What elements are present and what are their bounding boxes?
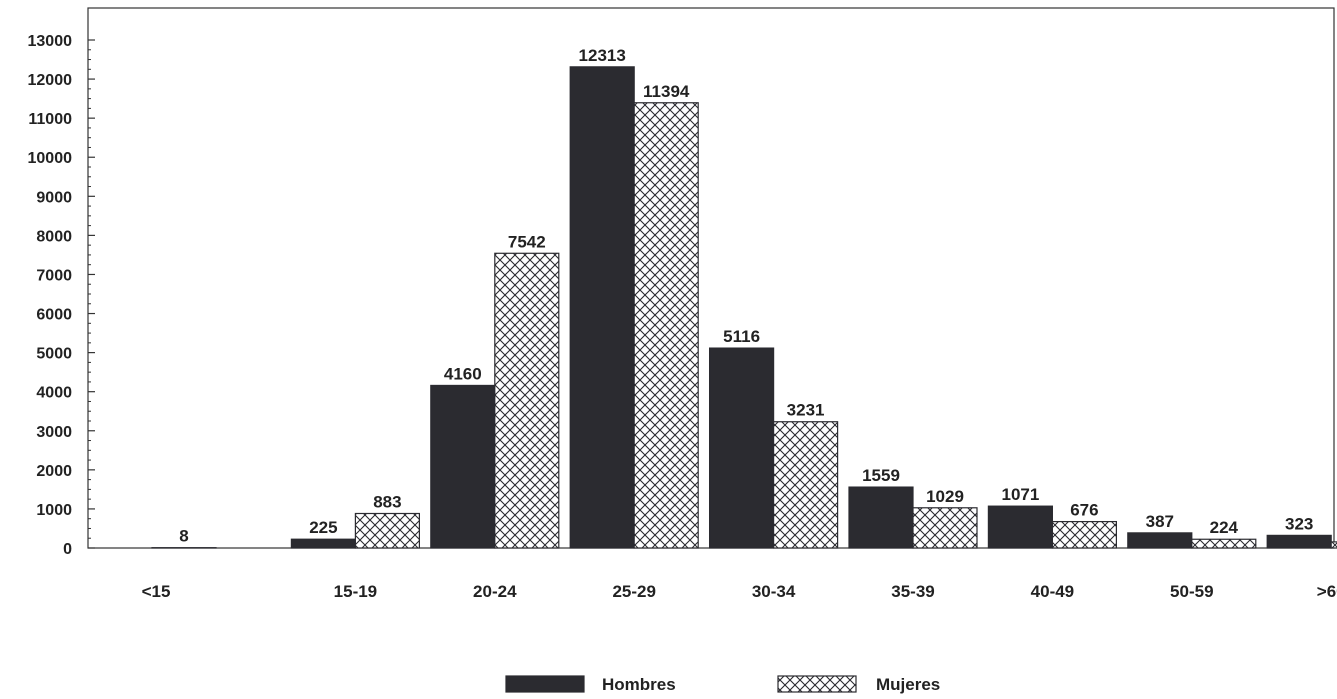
data-label-hombres-1: 225: [309, 518, 337, 537]
data-label-hombres-7: 387: [1146, 512, 1174, 531]
x-tick-label: >60: [1317, 582, 1337, 601]
y-tick-label: 6000: [36, 307, 72, 324]
x-tick-label: 50-59: [1170, 582, 1213, 601]
y-tick-label: 4000: [36, 385, 72, 402]
x-tick-label: 30-34: [752, 582, 796, 601]
y-tick-label: 3000: [36, 424, 72, 441]
data-label-mujeres-6: 676: [1070, 501, 1098, 520]
x-tick-label: 20-24: [473, 582, 517, 601]
bar-hombres-8: [1266, 534, 1332, 549]
data-label-mujeres-7: 224: [1210, 518, 1239, 537]
bar-mujeres-5: [912, 507, 978, 549]
bar-hombres-6: [987, 505, 1054, 549]
bar-mujeres-8: [1330, 541, 1337, 549]
bar-mujeres-7: [1191, 538, 1257, 549]
bar-mujeres-3: [633, 102, 699, 549]
legend-label-mujeres: Mujeres: [876, 675, 940, 694]
bar-hombres-5: [848, 486, 914, 549]
bar-hombres-1: [290, 538, 356, 549]
y-tick-label: 2000: [36, 463, 72, 480]
y-axis: 0 1000 2000 3000 4000 5000 6000 7000 8000 9000 100…: [28, 33, 95, 558]
bar-hombres-2: [430, 384, 496, 549]
data-labels: 8 225 883 4160 7542 12313 11394 5116 3231 1559 102…: [179, 46, 1313, 546]
data-label-mujeres-2: 7542: [508, 232, 546, 251]
x-tick-label: 40-49: [1031, 582, 1074, 601]
y-tick-label: 8000: [36, 228, 72, 245]
bar-mujeres-1: [354, 512, 420, 549]
y-tick-label: 12000: [28, 72, 73, 89]
legend-label-hombres: Hombres: [602, 675, 676, 694]
y-tick-label: 0: [63, 541, 72, 558]
data-label-hombres-4: 5116: [723, 327, 760, 346]
data-label-hombres-0: 8: [179, 527, 188, 546]
data-label-mujeres-4: 3231: [787, 401, 825, 420]
bar-mujeres-2: [494, 252, 560, 549]
y-tick-label: 9000: [36, 189, 72, 206]
x-tick-label: 15-19: [334, 582, 377, 601]
bar-hombres-3: [569, 66, 635, 549]
data-label-hombres-5: 1559: [862, 466, 900, 485]
y-tick-label: 10000: [28, 150, 73, 167]
data-label-mujeres-3: 11394: [643, 82, 690, 101]
legend-swatch-mujeres: [777, 675, 857, 693]
legend: Hombres Mujeres: [505, 675, 940, 694]
data-label-hombres-2: 4160: [444, 364, 482, 383]
data-label-hombres-6: 1071: [1001, 485, 1039, 504]
y-tick-label: 7000: [36, 267, 72, 284]
data-label-mujeres-5: 1029: [926, 487, 964, 506]
bar-mujeres-4: [772, 421, 839, 549]
bar-mujeres-6: [1051, 520, 1118, 549]
x-tick-label: <15: [142, 582, 171, 601]
y-tick-label: 5000: [36, 346, 72, 363]
y-tick-label: 1000: [36, 502, 72, 519]
x-axis-labels: <15 15-19 20-24 25-29 30-34 35-39 40-49 50-59 >6…: [142, 582, 1337, 601]
y-tick-label: 11000: [28, 111, 72, 128]
data-label-hombres-8: 323: [1285, 514, 1313, 533]
legend-swatch-hombres: [505, 675, 585, 693]
x-tick-label: 35-39: [891, 582, 934, 601]
data-label-mujeres-1: 883: [373, 492, 401, 511]
bar-hombres-4: [708, 347, 775, 549]
bar-hombres-7: [1127, 532, 1193, 549]
y-tick-label: 13000: [28, 33, 73, 50]
data-label-hombres-3: 12313: [579, 46, 626, 65]
x-tick-label: 25-29: [612, 582, 655, 601]
bars: [151, 66, 1337, 549]
